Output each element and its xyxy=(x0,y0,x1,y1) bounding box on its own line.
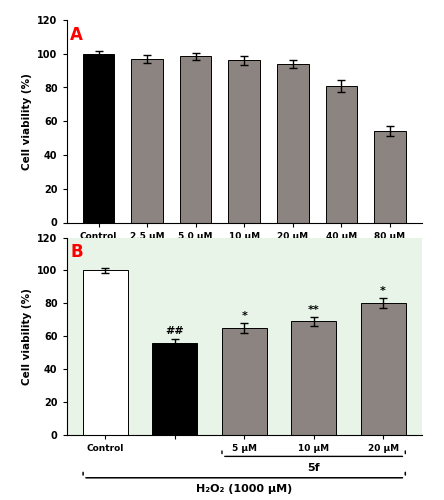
Bar xyxy=(83,270,128,435)
Y-axis label: Cell viability (%): Cell viability (%) xyxy=(22,288,32,384)
Bar xyxy=(152,343,197,435)
Text: **: ** xyxy=(308,305,320,315)
Bar xyxy=(228,60,260,222)
Bar xyxy=(222,328,267,435)
Bar xyxy=(131,59,163,222)
Bar xyxy=(374,132,406,222)
Bar xyxy=(361,304,406,435)
Text: *: * xyxy=(241,310,247,320)
Text: 5f: 5f xyxy=(307,463,320,473)
Text: 5f: 5f xyxy=(262,251,275,261)
Y-axis label: Cell viability (%): Cell viability (%) xyxy=(22,73,32,170)
Bar xyxy=(180,56,211,222)
Text: A: A xyxy=(70,26,83,44)
Text: ##: ## xyxy=(165,326,184,336)
Bar xyxy=(277,64,309,222)
Bar xyxy=(83,54,114,222)
Text: *: * xyxy=(380,286,386,296)
Text: H₂O₂ (1000 μM): H₂O₂ (1000 μM) xyxy=(196,484,292,494)
Bar xyxy=(325,86,357,222)
Text: B: B xyxy=(70,244,83,262)
Bar xyxy=(291,322,336,435)
